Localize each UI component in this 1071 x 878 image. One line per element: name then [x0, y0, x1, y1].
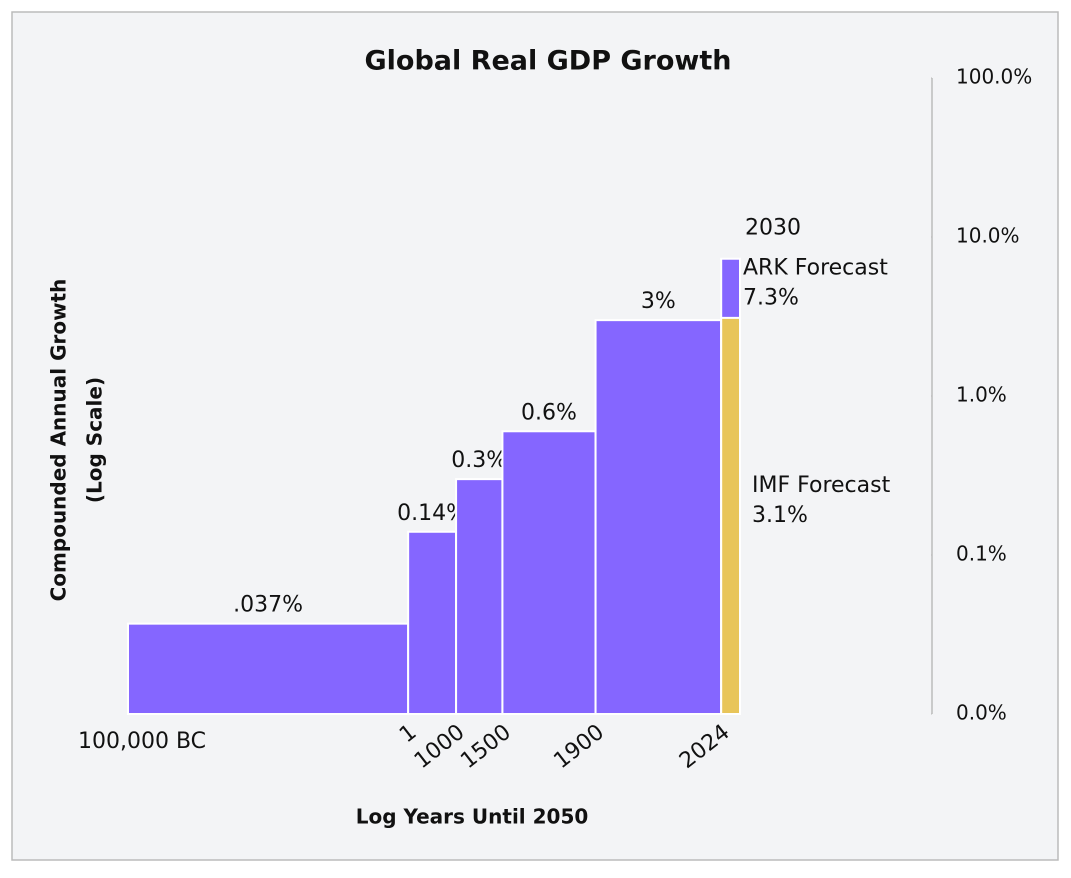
forecast-name: IMF Forecast: [752, 473, 891, 498]
y-tick-label: 0.1%: [956, 542, 1007, 566]
y-axis-title: (Log Scale): [83, 377, 107, 503]
x-tick-label: 100,000 BC: [78, 729, 206, 754]
forecast-bar: [720, 316, 741, 715]
bar: [127, 622, 410, 716]
y-axis-title: Compounded Annual Growth: [47, 279, 71, 602]
chart-title: Global Real GDP Growth: [364, 46, 731, 77]
forecast-value: 7.3%: [743, 286, 799, 311]
x-axis-title: Log Years Until 2050: [356, 805, 589, 829]
bar: [407, 530, 458, 715]
y-tick-label: 100.0%: [956, 65, 1032, 89]
forecast-label: 2030: [745, 216, 801, 241]
data-label: 0.6%: [521, 400, 577, 425]
data-label: 0.3%: [451, 448, 507, 473]
y-tick-label: 10.0%: [956, 224, 1020, 248]
data-label: .037%: [233, 593, 303, 618]
y-tick-label: 0.0%: [956, 701, 1007, 725]
bar: [594, 319, 723, 715]
bar: [501, 430, 597, 715]
y-tick-label: 1.0%: [956, 383, 1007, 407]
bar: [455, 478, 504, 715]
data-label: 3%: [641, 289, 676, 314]
forecast-name: ARK Forecast: [743, 256, 888, 281]
forecast-value: 3.1%: [752, 503, 808, 528]
